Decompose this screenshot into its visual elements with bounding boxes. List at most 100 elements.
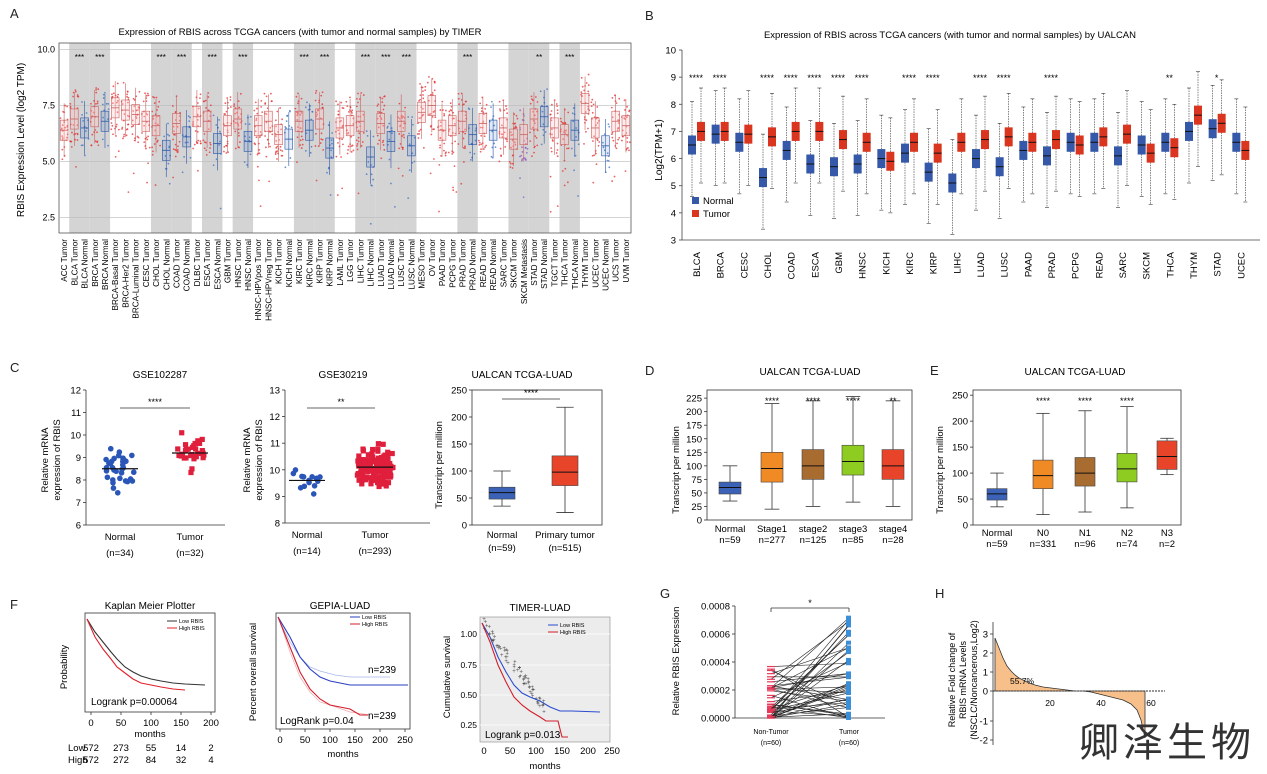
- chart-a-point: [613, 175, 616, 178]
- chart-a-point: [433, 158, 435, 160]
- chart-a-point: [167, 162, 170, 165]
- scatter-point: [373, 470, 379, 476]
- chart-f3: TIMER-LUAD Cumulative survival 0.25 0.50 0…: [442, 603, 620, 772]
- chart-f1-xlabel: months: [134, 729, 165, 740]
- chart-a-point: [411, 161, 414, 164]
- chart-a-point: [137, 109, 139, 111]
- chart-a-point: [386, 125, 389, 128]
- chart-a-point: [254, 101, 257, 104]
- chart-a-point: [330, 156, 333, 159]
- chart-a-point: [381, 141, 384, 144]
- chart-a-point: [123, 113, 126, 115]
- chart-a-point: [440, 155, 442, 157]
- chart-b-sig: ****: [973, 73, 988, 83]
- chart-a-point: [126, 93, 129, 96]
- chart-a-point: [621, 139, 623, 142]
- chart-a-point: [514, 122, 516, 125]
- chart-a-point: [417, 137, 420, 139]
- chart-a-point: [299, 127, 302, 129]
- chart-a-point: [483, 135, 486, 138]
- chart-a-point: [566, 181, 569, 184]
- chart-a-point: [297, 92, 299, 95]
- chart-a-point: [598, 141, 601, 143]
- f3-censor-mark: +: [518, 666, 522, 672]
- chart-a-point: [451, 153, 454, 155]
- scatter-point: [383, 483, 389, 489]
- chart-a-point: [592, 140, 594, 142]
- chart-a-point: [346, 129, 348, 132]
- chart-a-point: [59, 117, 62, 119]
- chart-a-point: [133, 139, 136, 142]
- chart-a-point: [305, 132, 308, 135]
- chart-a-point: [205, 107, 207, 109]
- chart-a-point: [421, 86, 424, 89]
- chart-b-xtick: PCPG: [1071, 252, 1082, 279]
- chart-c3-frame: [471, 389, 603, 526]
- chart-a-point: [207, 96, 210, 98]
- chart-a-point: [315, 179, 318, 182]
- chart-a-sig: ***: [238, 53, 247, 62]
- chart-a-point: [441, 100, 444, 103]
- box-group-n: n=59: [986, 539, 1007, 550]
- chart-a-point: [331, 132, 334, 134]
- scatter-point: [103, 468, 110, 474]
- chart-a-point: [529, 131, 531, 134]
- scatter-point: [201, 452, 207, 458]
- chart-a-point: [300, 112, 303, 114]
- scatter-point: [179, 430, 185, 436]
- chart-a-sig: **: [536, 53, 542, 62]
- chart-a-point: [280, 154, 283, 157]
- chart-a-point: [597, 144, 600, 147]
- scatter-point: [129, 452, 135, 459]
- chart-a-point: [372, 135, 375, 138]
- chart-a-xtick: HNSC-HPVpos Tumor: [254, 239, 263, 321]
- g-tumor-point: [846, 640, 851, 645]
- chart-c2-n-normal: (n=14): [293, 546, 321, 557]
- chart-a-point: [145, 94, 148, 97]
- chart-a-point: [121, 128, 123, 130]
- chart-a-point: [499, 108, 501, 111]
- chart-c3-ylabel: Transcript per million: [434, 421, 445, 509]
- scatter-point: [175, 446, 181, 452]
- chart-a-xtick: CHOL Tumor: [152, 239, 161, 287]
- scatter-point: [356, 477, 362, 483]
- scatter-point: [119, 466, 125, 473]
- chart-a-point: [551, 139, 554, 141]
- chart-a-point: [432, 128, 434, 131]
- chart-a-point: [71, 131, 73, 134]
- f3-censor-mark: +: [536, 701, 540, 707]
- chart-a-point: [306, 101, 308, 104]
- f3-censor-mark: +: [528, 686, 532, 692]
- chart-a-point: [514, 143, 517, 146]
- chart-a-point: [626, 105, 628, 108]
- f3-censor-mark: +: [536, 699, 540, 705]
- chart-a-point: [544, 131, 547, 133]
- scatter-point: [387, 460, 393, 467]
- chart-a-point: [362, 94, 365, 96]
- box-sig: ****: [1078, 396, 1093, 406]
- chart-a-xtick: UCEC Normal: [601, 239, 610, 291]
- chart-a-point: [470, 142, 473, 145]
- chart-a-point: [505, 105, 507, 108]
- chart-a-point: [196, 130, 199, 133]
- chart-a-point: [315, 89, 318, 92]
- chart-a-point: [536, 129, 539, 132]
- chart-a-point: [623, 99, 626, 102]
- chart-a-point: [540, 143, 543, 146]
- chart-a-point: [168, 134, 171, 137]
- chart-a-point: [356, 126, 359, 129]
- box-group-n: n=96: [1074, 539, 1095, 550]
- box-body: [760, 451, 784, 483]
- chart-a-point: [321, 103, 324, 106]
- chart-a-point: [304, 149, 307, 152]
- box-body: [551, 455, 579, 486]
- g-tumor-point: [846, 674, 851, 679]
- f3-censor-mark: +: [530, 685, 534, 691]
- chart-a-band: [508, 43, 529, 233]
- panel-letter-f: F: [10, 597, 18, 612]
- chart-a-point: [627, 147, 629, 149]
- panel-letter-b: B: [645, 8, 654, 23]
- chart-e-frame: [972, 389, 1182, 526]
- chart-a-point: [575, 127, 577, 129]
- chart-a-point: [96, 131, 98, 134]
